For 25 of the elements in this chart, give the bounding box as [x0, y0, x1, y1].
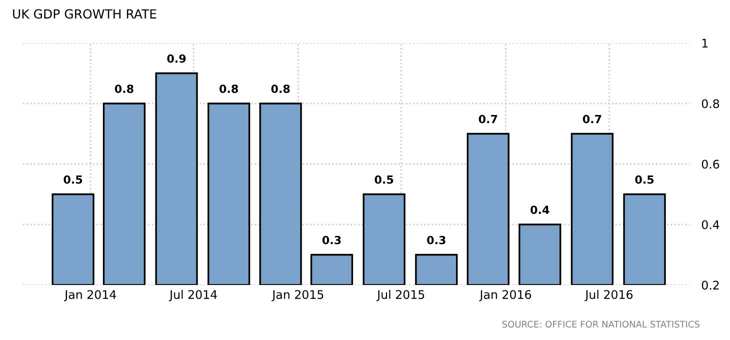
y-tick-label: 0.8	[702, 99, 720, 108]
y-tick-label: 0.4	[702, 220, 720, 230]
x-tick-label: Jul 2014	[168, 290, 217, 302]
x-tick-label: Jan 2016	[479, 290, 532, 302]
data-label: 0.8	[114, 84, 134, 94]
data-label: 0.4	[530, 206, 550, 214]
source-note: SOURCE: OFFICE FOR NATIONAL STATISTICS	[502, 320, 700, 328]
x-tick-label: Jan 2015	[272, 290, 324, 302]
data-label: 0.8	[271, 84, 290, 94]
data-label: 0.7	[582, 114, 602, 124]
chart-title: UK GDP GROWTH RATE	[13, 9, 156, 19]
data-label: 0.3	[427, 236, 446, 244]
data-label: 0.5	[64, 175, 82, 184]
data-label: 0.5	[374, 175, 394, 184]
x-tick-label: Jan 2014	[64, 290, 116, 302]
data-label: 0.5	[635, 175, 654, 184]
data-label: 0.3	[322, 236, 341, 244]
y-tick-label: 0.6	[702, 160, 720, 169]
data-label: 0.9	[167, 54, 186, 63]
x-tick-label: Jul 2016	[584, 290, 633, 302]
y-tick-label: 1	[702, 38, 708, 48]
x-tick-label: Jul 2015	[376, 290, 424, 302]
data-label: 0.7	[478, 114, 498, 124]
data-label: 0.8	[220, 84, 238, 94]
y-tick-label: 0.2	[702, 280, 719, 290]
